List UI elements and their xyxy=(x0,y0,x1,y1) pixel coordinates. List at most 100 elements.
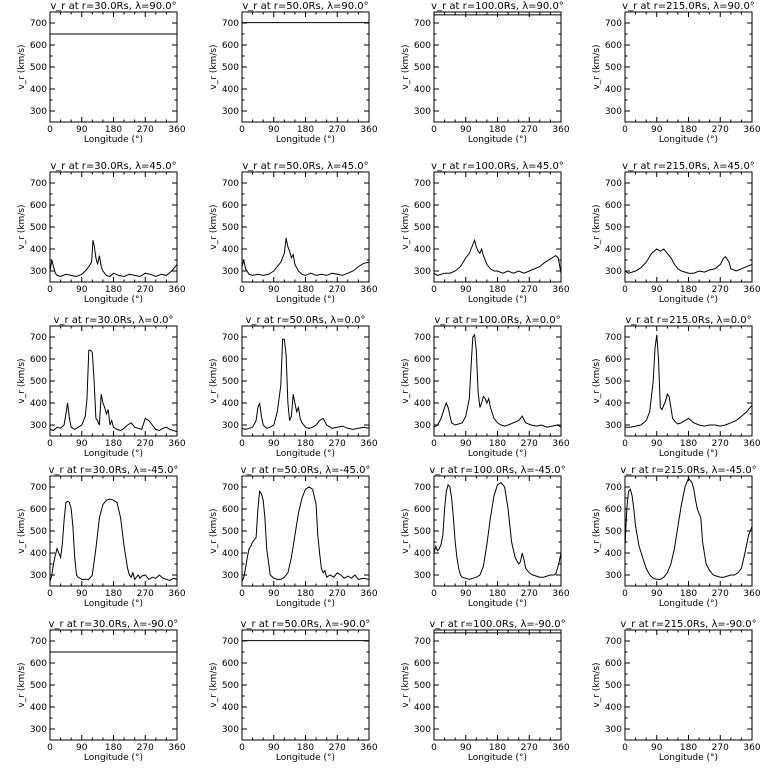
y-tick-label: 600 xyxy=(222,505,239,515)
x-axis-label: Longitude (°) xyxy=(84,599,143,609)
x-tick-label: 360 xyxy=(552,125,569,135)
series-line xyxy=(434,238,561,276)
x-tick-label: 360 xyxy=(552,743,569,753)
y-tick-label: 700 xyxy=(222,637,239,647)
panel-title: v_r at r=215.0Rs, λ=-45.0° xyxy=(620,465,756,476)
y-tick-label: 700 xyxy=(30,483,47,493)
x-tick-label: 180 xyxy=(297,285,314,295)
x-tick-label: 360 xyxy=(168,439,185,449)
y-tick-label: 300 xyxy=(414,571,431,581)
series-line xyxy=(625,477,752,580)
y-tick-label: 400 xyxy=(222,245,239,255)
y-tick-label: 500 xyxy=(30,527,47,537)
x-tick-label: 0 xyxy=(239,589,245,599)
x-tick-label: 90 xyxy=(268,125,280,135)
y-axis-label: v_r (km/s) xyxy=(209,204,219,249)
panel-title: v_r at r=50.0Rs, λ=-90.0° xyxy=(241,619,371,630)
y-axis-label: v_r (km/s) xyxy=(401,44,411,89)
y-tick-label: 600 xyxy=(30,41,47,51)
x-axis-label: Longitude (°) xyxy=(276,135,335,145)
y-tick-label: 400 xyxy=(30,399,47,409)
panel-1: v_r at r=50.0Rs, λ=90.0° 0 90 180 270 360 300 4… xyxy=(209,1,378,145)
x-tick-label: 0 xyxy=(431,589,437,599)
series-line xyxy=(50,240,177,278)
y-tick-label: 700 xyxy=(414,333,431,343)
y-tick-label: 700 xyxy=(30,333,47,343)
series-line xyxy=(434,333,561,428)
x-tick-label: 360 xyxy=(360,439,377,449)
y-tick-label: 600 xyxy=(414,201,431,211)
plot-frame xyxy=(624,11,753,123)
x-tick-label: 0 xyxy=(47,439,53,449)
x-tick-label: 0 xyxy=(622,743,628,753)
y-tick-label: 400 xyxy=(30,245,47,255)
y-axis-label: v_r (km/s) xyxy=(209,662,219,707)
x-tick-label: 90 xyxy=(268,285,280,295)
x-tick-label: 360 xyxy=(743,743,760,753)
y-axis-label: v_r (km/s) xyxy=(592,204,602,249)
y-tick-label: 600 xyxy=(414,659,431,669)
series-line xyxy=(242,338,369,430)
panel-title: v_r at r=30.0Rs, λ=90.0° xyxy=(50,1,176,12)
panel-7: v_r at r=215.0Rs, λ=45.0° 0 90 180 270 360 300… xyxy=(592,161,761,305)
y-tick-label: 700 xyxy=(30,179,47,189)
y-tick-label: 400 xyxy=(605,703,622,713)
x-tick-label: 270 xyxy=(329,439,346,449)
y-axis-label: v_r (km/s) xyxy=(209,508,219,553)
panel-19: v_r at r=215.0Rs, λ=-90.0° 0 90 180 270 360 30… xyxy=(592,619,761,763)
x-tick-label: 270 xyxy=(521,125,538,135)
y-tick-label: 700 xyxy=(30,19,47,29)
y-tick-label: 500 xyxy=(414,63,431,73)
panel-title: v_r at r=30.0Rs, λ=0.0° xyxy=(54,315,174,326)
panel-3: v_r at r=215.0Rs, λ=90.0° 0 90 180 270 360 300… xyxy=(592,1,761,145)
y-tick-label: 600 xyxy=(222,659,239,669)
x-tick-label: 0 xyxy=(622,589,628,599)
y-tick-label: 400 xyxy=(605,85,622,95)
series-line xyxy=(242,486,369,582)
panel-title: v_r at r=215.0Rs, λ=45.0° xyxy=(622,161,755,172)
x-tick-label: 90 xyxy=(460,589,472,599)
x-tick-label: 360 xyxy=(168,125,185,135)
panel-title: v_r at r=100.0Rs, λ=90.0° xyxy=(431,1,564,12)
x-tick-label: 90 xyxy=(268,589,280,599)
panel-title: v_r at r=50.0Rs, λ=45.0° xyxy=(242,161,368,172)
x-tick-label: 360 xyxy=(743,439,760,449)
y-tick-label: 400 xyxy=(414,549,431,559)
panel-title: v_r at r=100.0Rs, λ=-45.0° xyxy=(429,465,565,476)
y-tick-label: 500 xyxy=(414,223,431,233)
x-axis-label: Longitude (°) xyxy=(659,753,718,763)
x-tick-label: 0 xyxy=(622,285,628,295)
x-tick-label: 0 xyxy=(431,125,437,135)
panel-title: v_r at r=215.0Rs, λ=0.0° xyxy=(625,315,751,326)
y-axis-label: v_r (km/s) xyxy=(209,358,219,403)
y-tick-label: 300 xyxy=(30,421,47,431)
y-tick-label: 300 xyxy=(605,267,622,277)
x-tick-label: 0 xyxy=(239,743,245,753)
y-tick-label: 300 xyxy=(605,571,622,581)
x-tick-label: 180 xyxy=(105,285,122,295)
x-tick-label: 270 xyxy=(329,743,346,753)
y-axis-label: v_r (km/s) xyxy=(592,358,602,403)
x-tick-label: 270 xyxy=(137,743,154,753)
panel-4: v_r at r=30.0Rs, λ=45.0° 0 90 180 270 360 300 4… xyxy=(17,161,186,305)
x-tick-label: 90 xyxy=(76,285,88,295)
y-tick-label: 700 xyxy=(605,483,622,493)
y-axis-label: v_r (km/s) xyxy=(17,662,27,707)
panel-title: v_r at r=50.0Rs, λ=-45.0° xyxy=(241,465,371,476)
x-tick-label: 180 xyxy=(489,285,506,295)
series-line xyxy=(625,334,752,428)
y-tick-label: 500 xyxy=(414,377,431,387)
x-tick-label: 90 xyxy=(460,439,472,449)
y-tick-label: 500 xyxy=(605,377,622,387)
x-tick-label: 270 xyxy=(712,285,729,295)
panel-title: v_r at r=100.0Rs, λ=0.0° xyxy=(434,315,560,326)
plot-frame xyxy=(49,11,178,123)
y-tick-label: 700 xyxy=(605,179,622,189)
x-tick-label: 180 xyxy=(489,439,506,449)
y-tick-label: 600 xyxy=(605,41,622,51)
y-axis-label: v_r (km/s) xyxy=(401,662,411,707)
x-tick-label: 0 xyxy=(431,285,437,295)
x-axis-label: Longitude (°) xyxy=(276,449,335,459)
plot-frame xyxy=(624,325,753,437)
panel-title: v_r at r=215.0Rs, λ=90.0° xyxy=(622,1,755,12)
